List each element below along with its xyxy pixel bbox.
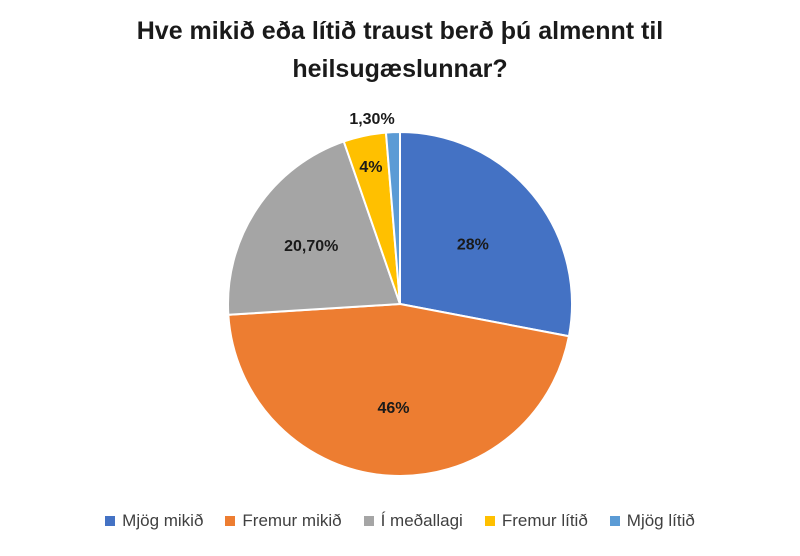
chart-title: Hve mikið eða lítið traust berð þú almen… [0, 12, 800, 88]
legend-item-3: Í meðallagi [363, 511, 463, 531]
chart-title-line-1: Hve mikið eða lítið traust berð þú almen… [136, 17, 664, 45]
data-label-2: 46% [378, 400, 410, 417]
pie-slice-2 [227, 302, 571, 477]
legend-label-1: Mjög mikið [122, 511, 204, 530]
legend: Mjög mikið Fremur mikið Í meðallagi Fremur … [0, 511, 800, 531]
pie-slice-3 [227, 140, 402, 316]
legend-swatch-5 [609, 516, 620, 526]
data-label-3: 20,70% [284, 238, 338, 255]
legend-item-5: Mjög lítið [609, 511, 695, 531]
legend-item-2: Fremur mikið [225, 511, 342, 531]
data-label-1: 28% [457, 237, 489, 254]
pie-slice-1 [399, 130, 573, 338]
data-label-4: 4% [359, 159, 382, 176]
legend-swatch-4 [484, 516, 495, 526]
legend-label-3: Í meðallagi [380, 511, 463, 530]
legend-item-4: Fremur lítið [484, 511, 588, 531]
data-label-5: 1,30% [349, 111, 394, 128]
legend-swatch-2 [225, 516, 236, 526]
chart-title-line-2: heilsugæslunnar? [292, 55, 508, 83]
legend-label-5: Mjög lítið [626, 511, 695, 530]
legend-swatch-1 [105, 516, 116, 526]
legend-label-2: Fremur mikið [242, 511, 342, 530]
legend-item-1: Mjög mikið [105, 511, 203, 531]
pie-slice-5 [384, 130, 401, 305]
legend-label-4: Fremur lítið [501, 511, 588, 530]
legend-swatch-3 [363, 516, 374, 526]
